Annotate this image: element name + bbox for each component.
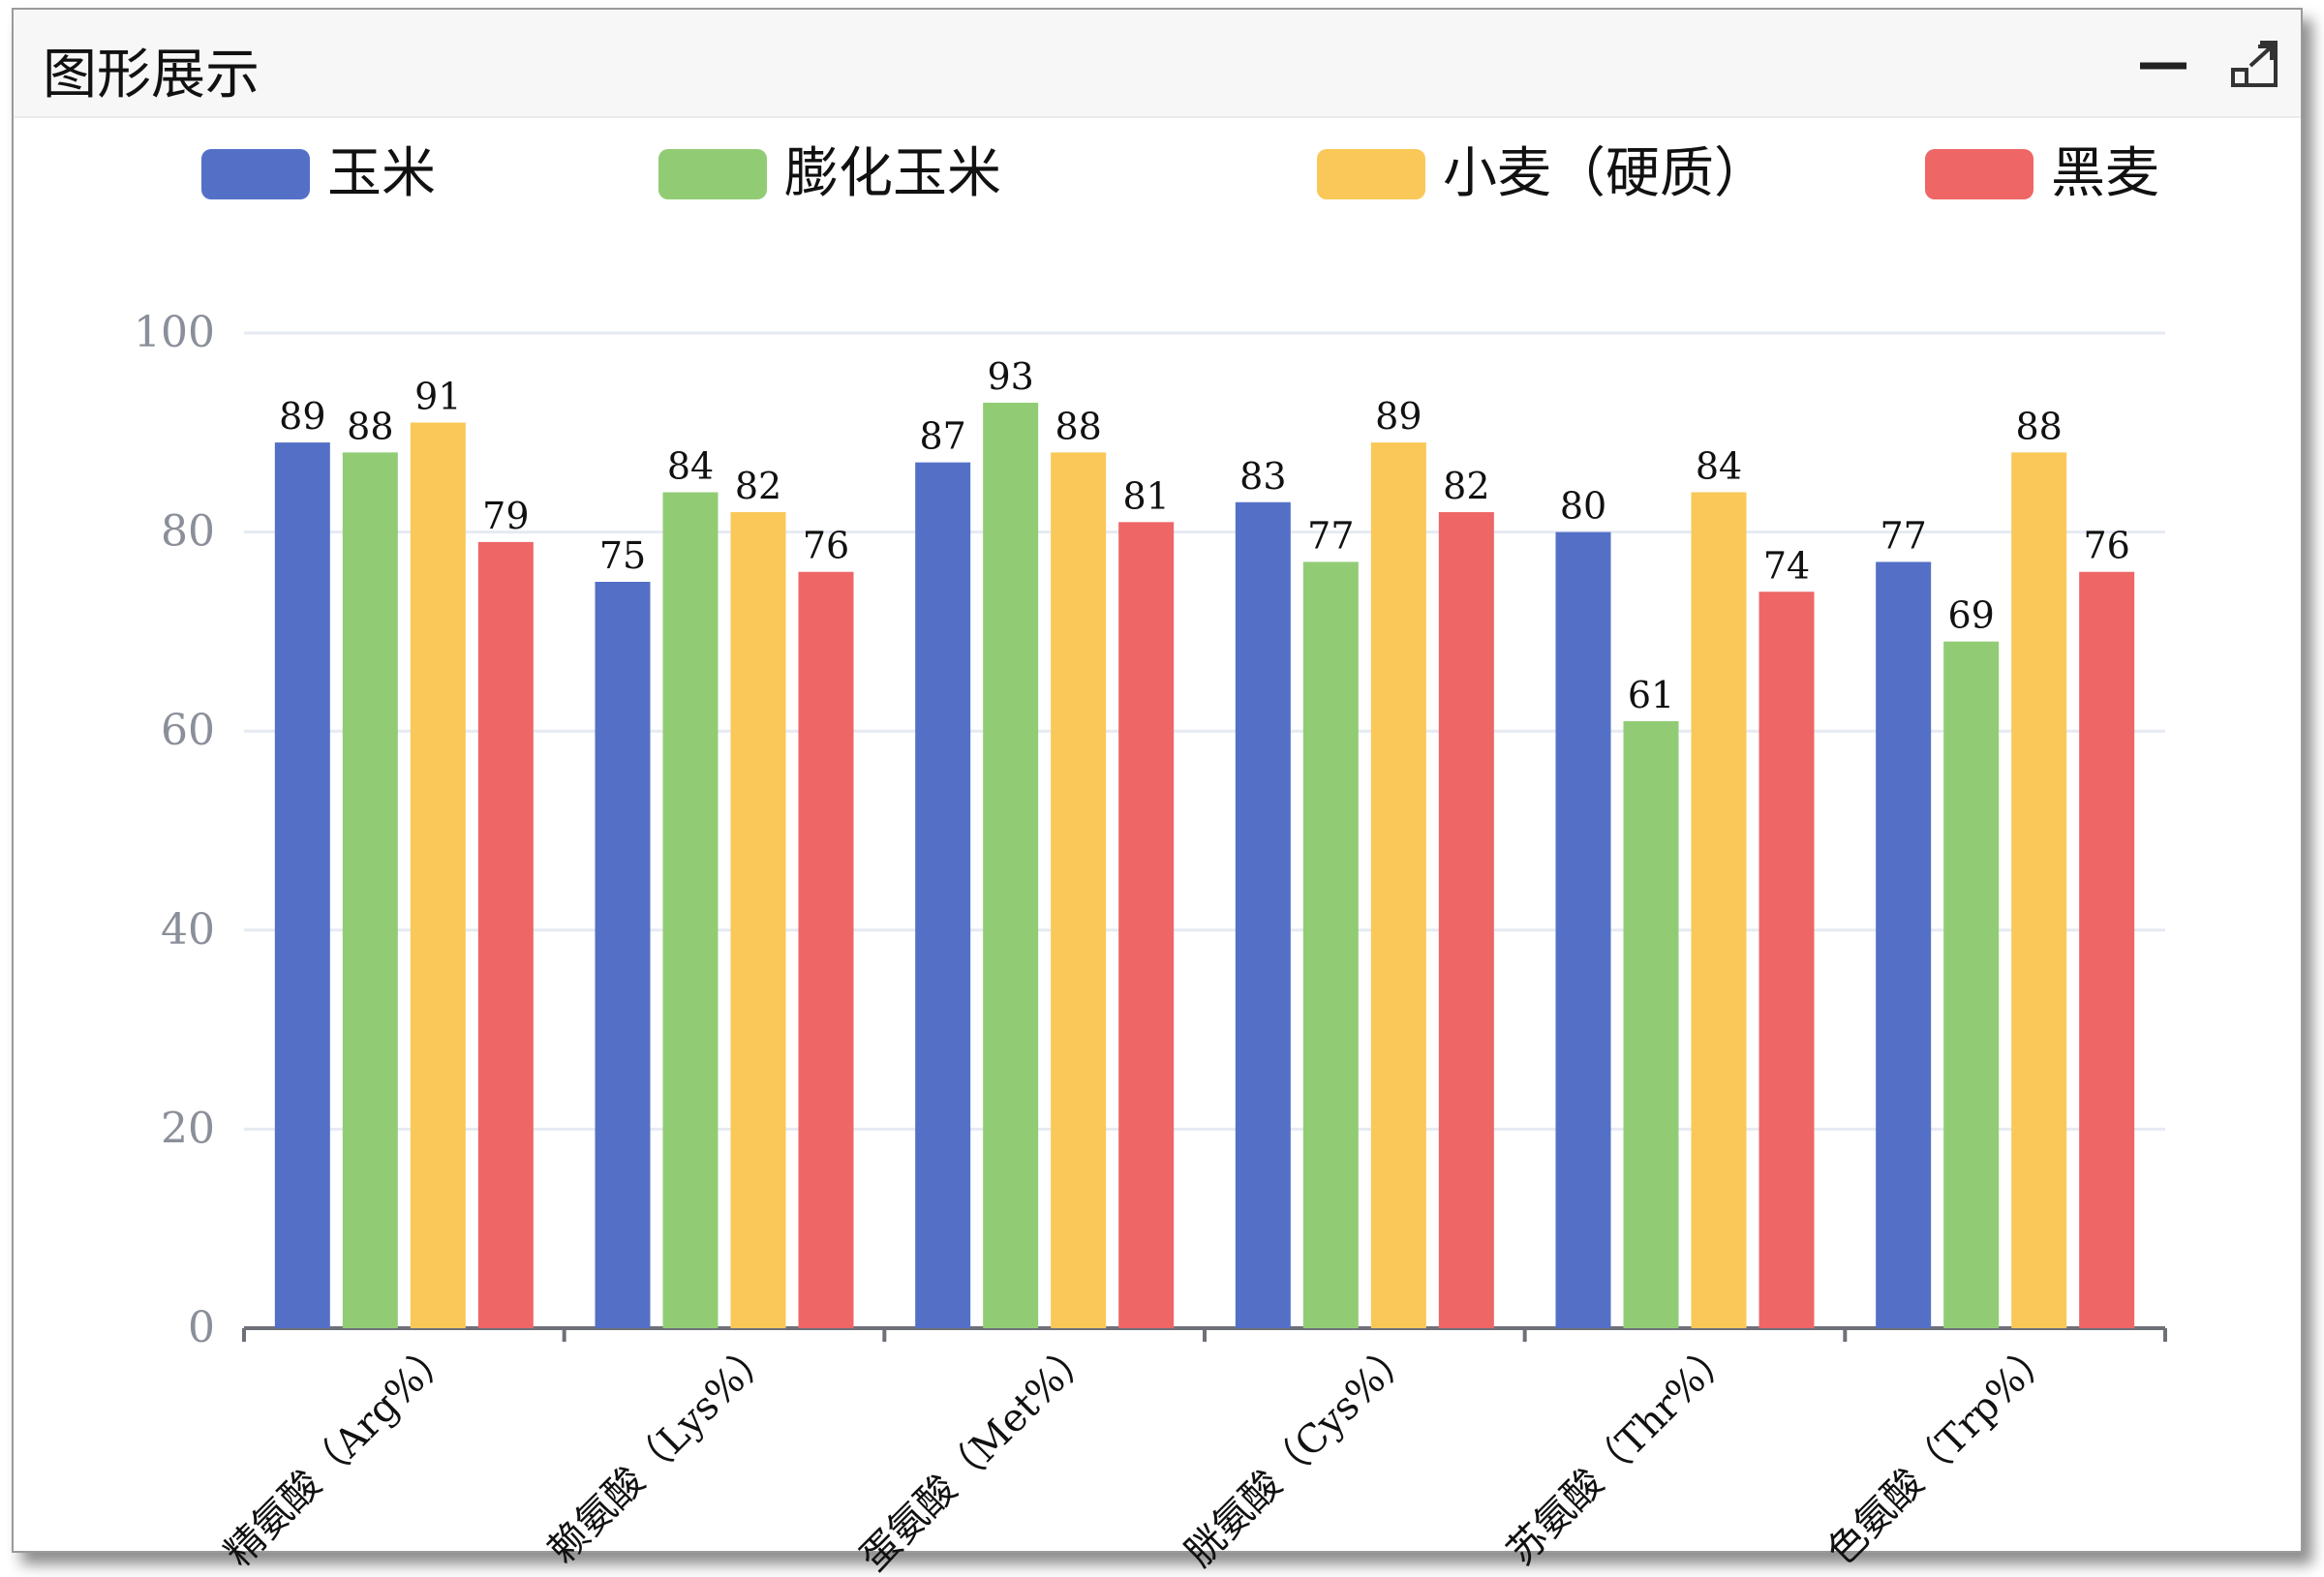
legend-label: 黑麦 (2051, 142, 2159, 205)
bar (662, 492, 719, 1329)
data-label: 89 (1375, 395, 1422, 438)
data-label: 83 (1239, 455, 1286, 498)
bar (1438, 512, 1494, 1328)
x-category-label: 精氨酸（Arg%） (217, 1331, 462, 1576)
data-label: 80 (1560, 485, 1606, 528)
bar (274, 442, 330, 1329)
y-tick-label: 20 (161, 1104, 215, 1153)
legend-swatch (1317, 149, 1425, 199)
data-label: 69 (1947, 594, 1994, 637)
bar (1758, 591, 1815, 1328)
legend-swatch (658, 149, 767, 199)
x-category-label: 赖氨酸（Lys%） (539, 1331, 781, 1573)
data-label: 76 (803, 525, 849, 567)
x-category-label: 胱氨酸（Cys%） (1177, 1331, 1422, 1576)
bar (595, 582, 651, 1328)
panel-header: 图形展示 (14, 10, 2301, 118)
data-label: 81 (1122, 474, 1169, 517)
y-tick-label: 100 (134, 308, 215, 357)
minimize-icon[interactable] (2134, 35, 2192, 93)
bar (1943, 641, 2000, 1328)
y-tick-label: 0 (188, 1303, 215, 1352)
data-label: 77 (1880, 514, 1926, 557)
data-label: 88 (1055, 405, 1101, 447)
bar (1691, 492, 1747, 1329)
bar (1555, 531, 1611, 1328)
bar (730, 512, 786, 1328)
bar (1876, 561, 1932, 1328)
data-label: 79 (482, 495, 529, 537)
bar (2079, 571, 2135, 1328)
y-tick-label: 40 (161, 905, 215, 955)
x-category-label: 蛋氨酸（Met%） (852, 1331, 1102, 1577)
bar (1302, 561, 1359, 1328)
bar (1370, 442, 1426, 1329)
y-tick-label: 60 (161, 706, 215, 755)
y-tick-label: 80 (161, 507, 215, 557)
data-label: 61 (1628, 674, 1674, 716)
bar (1118, 522, 1175, 1328)
panel-title: 图形展示 (43, 44, 260, 106)
data-label: 82 (1443, 465, 1489, 507)
bar (2011, 452, 2067, 1328)
legend-label: 玉米 (327, 142, 436, 205)
data-label: 74 (1763, 544, 1810, 587)
x-category-label: 色氨酸（Trp%） (1819, 1331, 2062, 1574)
data-label: 88 (2015, 405, 2062, 447)
data-label: 93 (987, 355, 1033, 398)
data-label: 76 (2083, 525, 2129, 567)
bar (798, 571, 854, 1328)
legend-label: 膨化玉米 (784, 142, 1001, 205)
data-label: 89 (279, 395, 325, 438)
bar (1623, 720, 1679, 1328)
data-label: 75 (599, 534, 646, 577)
data-label: 84 (667, 444, 714, 487)
data-label: 77 (1307, 514, 1354, 557)
bar (983, 402, 1039, 1329)
bar (1235, 501, 1291, 1328)
expand-icon[interactable] (2225, 35, 2283, 93)
legend-swatch (201, 149, 310, 199)
data-label: 82 (735, 465, 781, 507)
data-label: 84 (1696, 444, 1742, 487)
bar (477, 541, 534, 1328)
legend-label: 小麦（硬质） (1443, 142, 1768, 205)
data-label: 88 (347, 405, 393, 447)
x-category-label: 苏氨酸（Thr%） (1499, 1331, 1742, 1574)
bar (915, 462, 971, 1328)
bar (410, 422, 466, 1328)
bar (1051, 452, 1107, 1328)
bar (342, 452, 398, 1328)
legend-swatch (1925, 149, 2034, 199)
data-label: 91 (414, 376, 461, 418)
data-label: 87 (919, 415, 965, 458)
